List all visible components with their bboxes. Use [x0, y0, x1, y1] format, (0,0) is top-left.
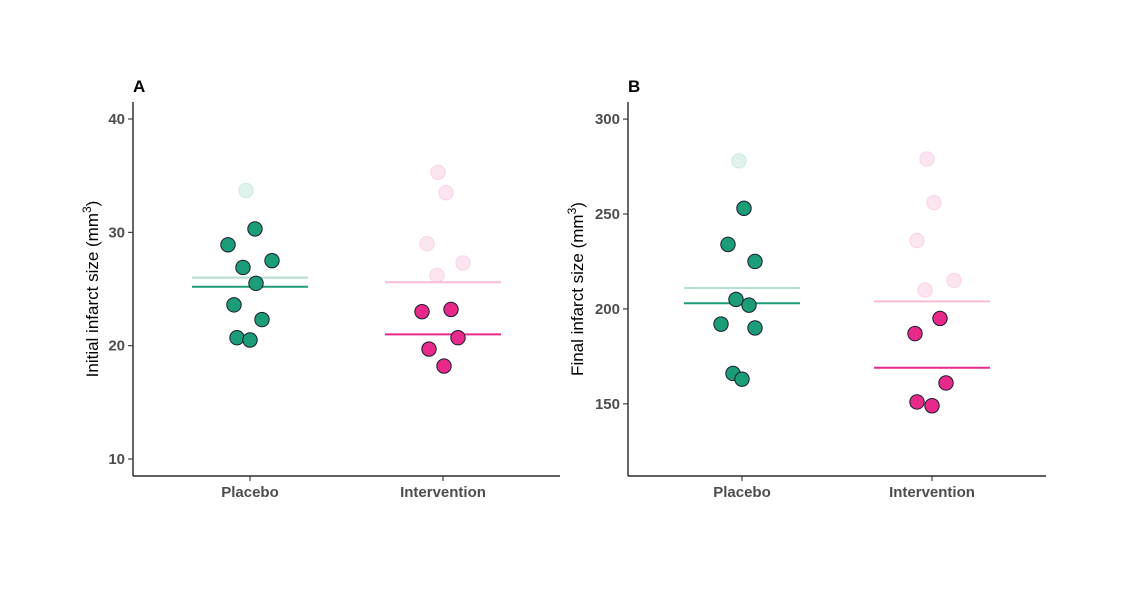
- panel-b-intervention-point: [909, 394, 925, 410]
- panel-a-placebo-faded-point: [238, 182, 254, 199]
- panel-a-intervention-point: [414, 303, 430, 320]
- panel-a-placebo-point: [254, 311, 270, 328]
- panel-a-y-tick-label: 10: [108, 451, 125, 468]
- panel-a-intervention-faded-point: [429, 267, 445, 284]
- panel-b-x-tick-label: Placebo: [713, 484, 771, 501]
- panel-b-placebo-point: [728, 291, 744, 308]
- panel-a-intervention-faded-point: [430, 164, 446, 180]
- panel-a-intervention-faded-point: [455, 255, 471, 271]
- panel-a: A Initial infarct size (mm3) 10 20 30 40 Pla…: [80, 77, 560, 501]
- panel-a-placebo-point: [226, 297, 242, 313]
- panel-a-intervention-point: [450, 330, 466, 346]
- panel-b-intervention-faded-point: [917, 282, 933, 298]
- panel-a-x-tick-label: Intervention: [400, 484, 486, 501]
- panel-a-x-tick-label: Placebo: [221, 484, 279, 501]
- panel-b-y-tick-label: 200: [595, 301, 620, 318]
- panel-a-marks: 10 20 30 40 Placebo Intervention: [108, 102, 560, 501]
- panel-a-placebo-point: [242, 332, 258, 348]
- panel-a-placebo-point: [220, 237, 236, 253]
- panel-b-intervention-faded-point: [909, 232, 925, 249]
- panel-a-intervention-point: [421, 341, 437, 357]
- panel-a-y-tick-label: 40: [108, 111, 125, 128]
- panel-b-intervention-point: [924, 398, 940, 414]
- panel-a-intervention-faded-point: [438, 184, 454, 201]
- panel-b-placebo-point: [747, 253, 763, 270]
- panel-b-intervention-point: [907, 325, 923, 342]
- panel-a-y-tick-label: 20: [108, 338, 125, 355]
- panel-b-placebo-faded-point: [731, 153, 747, 169]
- panel-b: B Final infarct size (mm3) 150 200 250 300 P…: [565, 77, 1046, 501]
- panel-b-intervention-faded-point: [926, 194, 942, 211]
- panel-b-placebo-point: [747, 320, 763, 336]
- panel-b-intervention-point: [932, 310, 948, 327]
- panel-b-placebo-point: [720, 236, 736, 253]
- panel-a-label: A: [133, 77, 145, 96]
- panel-a-intervention-point: [436, 358, 452, 374]
- panel-b-placebo-point: [741, 297, 757, 313]
- panel-a-intervention-point: [443, 301, 459, 318]
- panel-b-label: B: [628, 77, 640, 96]
- panel-b-y-tick-label: 300: [595, 111, 620, 128]
- panel-a-placebo-point: [248, 275, 264, 292]
- panel-b-intervention-faded-point: [919, 151, 935, 167]
- panel-b-intervention-faded-point: [946, 272, 962, 289]
- panel-a-placebo-point: [247, 221, 263, 237]
- panel-b-placebo-point: [713, 316, 729, 332]
- panel-a-placebo-point: [264, 252, 280, 269]
- panel-b-intervention-point: [938, 375, 954, 391]
- panel-b-marks: 150 200 250 300 Placebo Intervention: [595, 102, 1046, 501]
- panel-a-y-tick-label: 30: [108, 224, 125, 241]
- panel-b-y-tick-label: 250: [595, 206, 620, 223]
- panel-b-y-tick-label: 150: [595, 396, 620, 413]
- panel-a-placebo-point: [235, 259, 251, 276]
- panel-a-placebo-point: [229, 330, 245, 346]
- panel-b-x-tick-label: Intervention: [889, 484, 975, 501]
- panel-a-intervention-faded-point: [419, 235, 435, 252]
- panel-b-placebo-point: [736, 200, 752, 217]
- panel-b-placebo-point: [734, 371, 750, 387]
- panel-b-y-axis-title: Final infarct size (mm3): [565, 202, 587, 376]
- panel-a-y-axis-title: Initial infarct size (mm3): [80, 201, 102, 378]
